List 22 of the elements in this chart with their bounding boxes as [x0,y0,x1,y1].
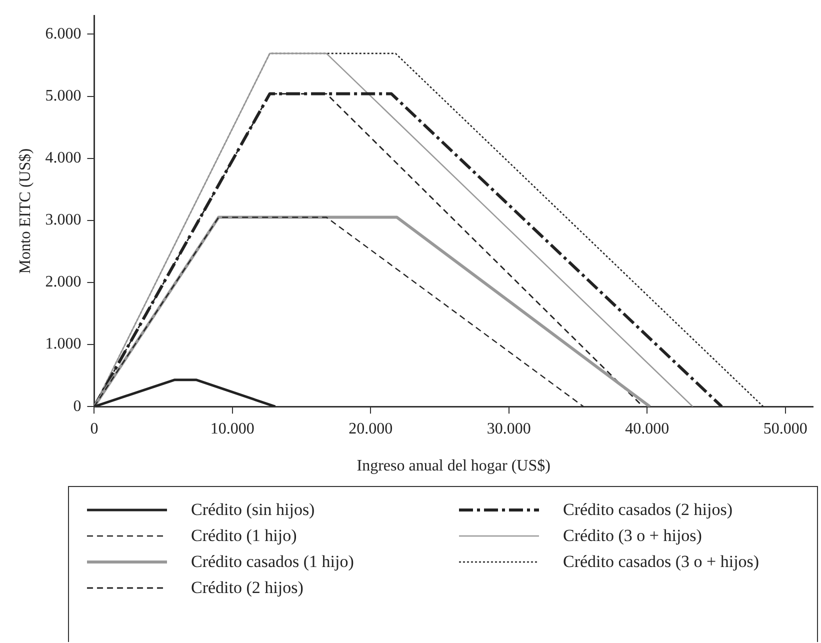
y-tick-label: 3.000 [45,212,82,229]
legend-label: Crédito casados (1 hijo) [191,552,354,572]
legend-label: Crédito (1 hijo) [191,526,297,546]
x-tick-label: 30.000 [486,420,531,438]
y-tick-label: 6.000 [45,25,82,42]
x-tick-label: 20.000 [348,420,393,438]
x-tick-label: 50.000 [763,420,808,438]
legend-label: Crédito (3 o + hijos) [563,526,702,546]
x-axis-title: Ingreso anual del hogar (US$) [356,458,550,475]
legend-label: Crédito (sin hijos) [191,500,315,520]
y-tick-label: 4.000 [45,150,82,167]
y-axis-title: Monto EITC (US$) [16,148,34,274]
x-tick-label: 0 [90,420,98,438]
legend-label: Crédito casados (2 hijos) [563,500,732,520]
x-tick-label: 10.000 [210,420,254,438]
y-tick-label: 1.000 [45,336,82,353]
legend-label: Crédito casados (3 o + hijos) [563,552,760,572]
y-tick-label: 2.000 [45,274,82,291]
legend-label: Crédito (2 hijos) [191,578,304,598]
y-tick-label: 0 [73,398,82,415]
x-tick-label: 40.000 [625,420,670,438]
y-tick-label: 5.000 [45,87,82,104]
